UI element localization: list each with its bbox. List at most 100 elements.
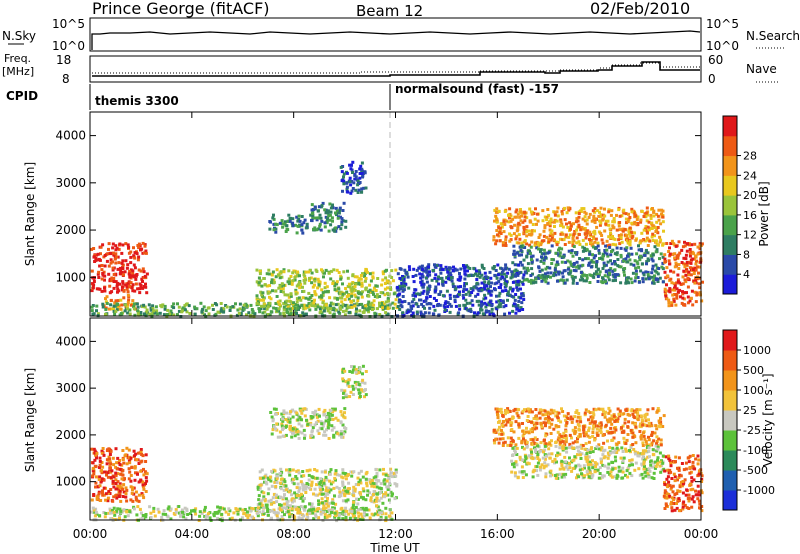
echo-cell — [298, 430, 302, 434]
nsearch-tick-bottom: 10^0 — [706, 39, 739, 53]
echo-cell — [447, 268, 451, 272]
echo-cell — [139, 460, 143, 464]
echo-cell — [611, 242, 615, 246]
echo-cell — [552, 220, 556, 224]
echo-cell — [560, 212, 564, 216]
echo-cell — [527, 229, 531, 233]
echo-cell — [488, 270, 492, 274]
echo-cell — [607, 223, 611, 227]
echo-cell — [414, 294, 417, 298]
echo-cell — [290, 498, 294, 502]
echo-cell — [308, 276, 311, 280]
echo-cell — [550, 262, 554, 265]
echo-cell — [185, 310, 189, 314]
echo-cell — [372, 513, 376, 517]
echo-cell — [544, 442, 548, 446]
echo-cell — [320, 422, 324, 426]
echo-cell — [137, 246, 141, 250]
echo-cell — [576, 264, 580, 268]
echo-cell — [577, 225, 581, 229]
echo-cell — [236, 308, 240, 312]
echo-cell — [323, 286, 327, 290]
echo-cell — [257, 494, 261, 498]
echo-cell — [112, 280, 116, 283]
echo-cell — [583, 413, 587, 417]
echo-cell — [620, 426, 623, 430]
echo-cell — [322, 275, 325, 279]
echo-cell — [161, 512, 165, 516]
echo-cell — [469, 310, 473, 313]
echo-cell — [603, 249, 607, 252]
echo-cell — [329, 301, 333, 305]
echo-cell — [137, 480, 141, 484]
echo-cell — [100, 289, 104, 293]
echo-cell — [578, 418, 582, 422]
echo-cell — [514, 305, 518, 308]
echo-cell — [676, 278, 680, 282]
echo-cell — [310, 433, 314, 437]
echo-cell — [327, 423, 331, 426]
echo-cell — [463, 272, 467, 276]
echo-cell — [439, 271, 443, 275]
echo-cell — [341, 189, 344, 193]
echo-cell — [665, 296, 669, 300]
echo-cell — [603, 415, 607, 419]
echo-cell — [305, 482, 309, 485]
echo-cell — [355, 302, 359, 306]
echo-cell — [294, 475, 298, 478]
echo-cell — [590, 258, 594, 262]
echo-cell — [218, 517, 222, 521]
echo-cell — [650, 271, 654, 275]
echo-cell — [194, 512, 198, 516]
echo-cell — [504, 241, 507, 245]
nave-tick-bottom: 0 — [708, 72, 716, 86]
echo-cell — [314, 293, 318, 297]
echo-cell — [347, 385, 351, 388]
echo-cell — [208, 516, 212, 520]
echo-cell — [291, 505, 295, 509]
echo-cell — [220, 519, 224, 523]
echo-cell — [358, 176, 362, 180]
echo-cell — [231, 305, 235, 309]
echo-cell — [496, 305, 500, 309]
echo-cell — [328, 471, 332, 474]
echo-cell — [530, 212, 534, 216]
echo-cell — [129, 485, 133, 489]
echo-cell — [198, 514, 202, 518]
echo-cell — [584, 442, 588, 446]
echo-cell — [510, 294, 514, 298]
echo-cell — [338, 208, 342, 212]
echo-cell — [101, 273, 105, 277]
echo-cell — [314, 409, 318, 413]
echo-cell — [692, 279, 696, 283]
echo-cell — [554, 414, 558, 418]
echo-cell — [341, 209, 345, 212]
echo-cell — [111, 242, 115, 246]
echo-cell — [137, 493, 141, 497]
echo-cell — [641, 280, 645, 284]
echo-cell — [346, 474, 350, 478]
echo-cell — [574, 269, 578, 273]
echo-cell — [583, 215, 587, 219]
echo-cell — [133, 465, 137, 469]
echo-cell — [535, 258, 539, 262]
echo-cell — [214, 312, 218, 316]
echo-cell — [664, 260, 667, 263]
echo-cell — [268, 227, 272, 231]
echo-cell — [613, 268, 617, 272]
echo-cell — [304, 226, 308, 230]
echo-cell — [601, 218, 605, 222]
date-title: 02/Feb/2010 — [590, 0, 690, 18]
echo-cell — [534, 280, 538, 284]
echo-cell — [115, 283, 119, 287]
echo-cell — [523, 270, 527, 274]
echo-cell — [517, 221, 521, 225]
echo-cell — [349, 299, 353, 303]
echo-cell — [359, 292, 363, 296]
echo-cell — [366, 303, 370, 307]
echo-cell — [475, 299, 479, 303]
echo-cell — [557, 270, 560, 274]
echo-cell — [114, 304, 118, 308]
echo-cell — [135, 252, 139, 256]
echo-cell — [580, 207, 584, 211]
